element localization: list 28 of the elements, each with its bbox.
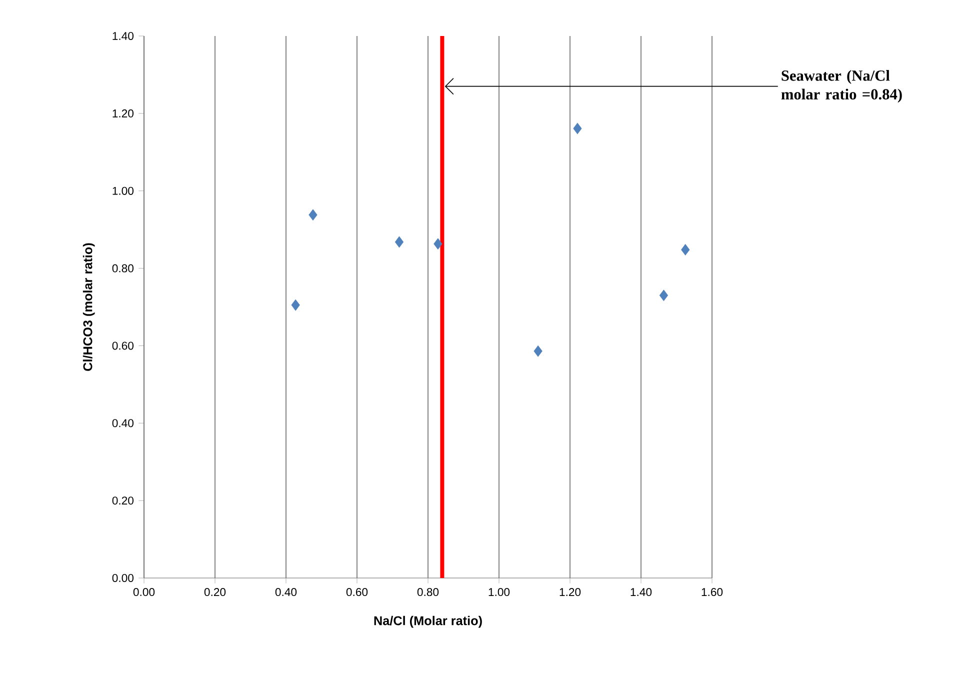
point <box>308 209 318 220</box>
y-tick-label: 0.80 <box>112 264 134 272</box>
y-tick-label: 0.60 <box>112 342 134 350</box>
x-tick-label: 1.60 <box>702 588 723 596</box>
annotation: Seawater (Na/Cl molar ratio =0.84) <box>781 70 902 103</box>
y-tick-label: 0.00 <box>112 574 134 582</box>
point <box>681 244 690 256</box>
y-tick-label: 0.40 <box>112 419 134 428</box>
x-tick-label: 0.40 <box>275 588 297 596</box>
x-tick-label: 1.00 <box>488 588 510 596</box>
y-tick-label: 1.20 <box>112 109 134 118</box>
x-tick-label: 0.20 <box>204 588 226 596</box>
x-tick-label: 0.80 <box>417 588 439 596</box>
y-tick-label: 1.00 <box>112 186 134 195</box>
x-tick-label: 1.40 <box>630 588 652 596</box>
y-tick-label: 0.20 <box>112 496 134 505</box>
point <box>573 122 582 134</box>
point <box>534 346 542 357</box>
x-axis-title: Na/Cl (Molar ratio) <box>374 616 482 628</box>
x-tick-label: 0.60 <box>346 588 368 596</box>
point <box>434 238 442 250</box>
x-tick-label: 0.00 <box>133 588 155 596</box>
point <box>659 290 668 301</box>
point <box>394 236 404 248</box>
x-tick-label: 1.20 <box>560 588 581 596</box>
y-tick-label: 1.40 <box>112 32 134 40</box>
y-axis-title: Cl/HCO3 (molar ratio) <box>82 243 95 371</box>
point <box>291 299 300 311</box>
